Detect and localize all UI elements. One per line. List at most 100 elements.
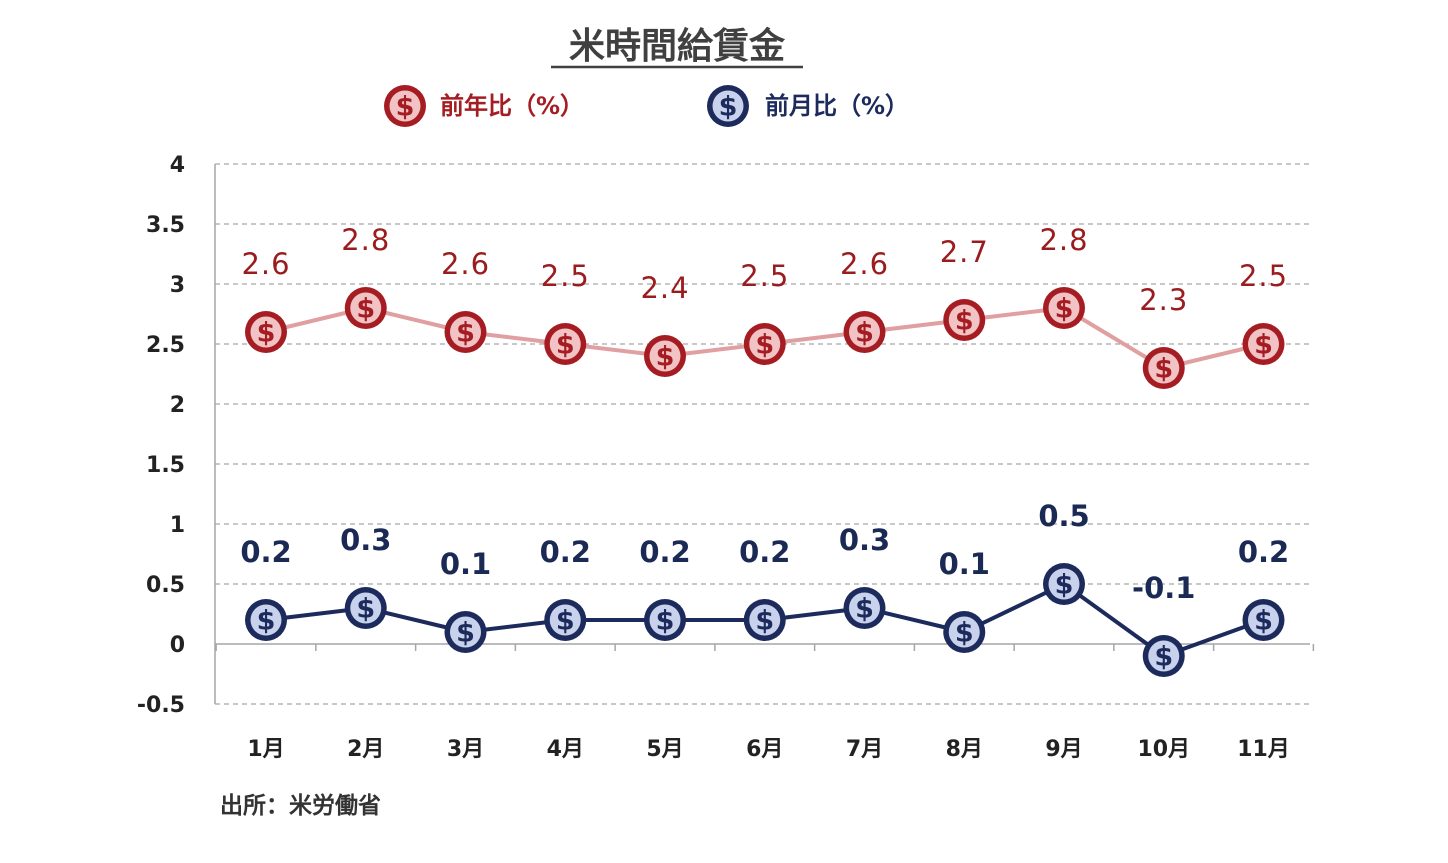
dollar-sign-glyph: $ [656,342,675,373]
dollar-sign-glyph: $ [556,606,575,637]
data-label-yoy: 2.5 [740,259,789,293]
mom-point-dollar-coin-icon: $ [743,599,786,641]
data-label-mom: -0.1 [1132,571,1195,605]
coin-face [649,340,681,372]
yoy-point-dollar-coin-icon: $ [1242,323,1285,365]
coin-face [649,604,681,636]
x-tick-label: 9月 [1045,737,1082,762]
chart-title: 米時間給賃金 [569,25,786,67]
yoy-point-dollar-coin-icon: $ [245,311,287,353]
coin-face [1248,328,1279,360]
data-label-yoy: 2.8 [1039,223,1088,257]
coin-face [1148,352,1180,384]
coin-face [1048,292,1080,324]
mom-point-dollar-coin-icon: $ [843,587,886,629]
coin-face [1148,640,1180,672]
data-label-yoy: 2.7 [940,235,989,269]
source-note: 出所：米労働省 [220,792,381,819]
data-label-mom: 0.2 [540,535,591,569]
coin-face [849,316,880,348]
coin-face [250,604,282,636]
dollar-sign-glyph: $ [755,330,774,361]
dollar-sign-glyph: $ [257,318,276,349]
data-label-mom: 0.3 [839,523,890,557]
coin-face [549,328,581,360]
coin-face [450,316,481,348]
yoy-point-dollar-coin-icon: $ [644,335,686,377]
data-label-yoy: 2.6 [241,247,290,281]
y-tick-label: 2.5 [146,333,185,358]
x-tick-label: 8月 [946,737,983,762]
mom-point-dollar-coin-icon: $ [644,599,686,641]
legend-item-yoy: $ 前年比（%） [384,85,584,127]
dollar-sign-glyph: $ [955,306,974,337]
x-tick-label: 10月 [1137,737,1190,762]
dollar-coin-icon: $ [707,85,749,127]
data-label-yoy: 2.5 [1239,259,1288,293]
data-label-mom: 0.3 [340,523,391,557]
data-label-mom: 0.2 [1238,535,1289,569]
y-tick-label: 3 [170,273,185,298]
data-label-mom: 0.5 [1038,499,1089,533]
dollar-sign-glyph: $ [855,594,874,625]
yoy-point-dollar-coin-icon: $ [544,323,587,365]
y-tick-label: 4 [170,153,185,178]
legend-label-yoy: 前年比（%） [440,92,584,120]
dollar-sign-glyph: $ [1254,606,1273,637]
coin-face [350,592,382,624]
dollar-sign-glyph: $ [656,606,675,637]
legend-item-mom: $ 前月比（%） [707,85,909,127]
y-axis: 4 3.5 3 2.5 2 1.5 1 0.5 0 -0.5 [137,153,216,718]
coin-face [250,316,282,348]
dollar-sign-glyph: $ [1055,570,1074,601]
coin-face [450,616,481,648]
data-label-mom: 0.1 [939,547,990,581]
yoy-point-dollar-coin-icon: $ [743,323,786,365]
coin-face [948,616,980,648]
dollar-sign-glyph: $ [1154,642,1173,673]
yoy-point-dollar-coin-icon: $ [1043,287,1085,329]
dollar-sign-glyph: $ [1254,330,1273,361]
yoy-point-dollar-coin-icon: $ [843,311,886,353]
x-tick-label: 6月 [746,737,783,762]
coin-face [749,604,781,636]
legend-dollar-coin: $ [707,85,749,127]
coin-face [549,604,581,636]
mom-point-dollar-coin-icon: $ [245,599,287,641]
data-label-yoy: 2.6 [840,247,889,281]
mom-point-dollar-coin-icon: $ [444,611,487,653]
mom-point-dollar-coin-icon: $ [1142,635,1185,677]
mom-point-dollar-coin-icon: $ [1043,563,1085,605]
y-tick-label: 2 [170,393,185,418]
yoy-point-dollar-coin-icon: $ [444,311,487,353]
legend-dollar-coin: $ [384,85,426,127]
data-label-mom: 0.2 [739,535,790,569]
coin-face [948,304,980,336]
dollar-sign-glyph: $ [356,294,375,325]
coin-face [712,90,744,122]
data-labels: 2.6 2.8 2.6 2.5 2.4 2.5 2.6 2.7 2.8 2.3 2.5 0.2 0.3 0… [240,223,1289,605]
dollar-sign-glyph: $ [855,318,874,349]
dollar-sign-glyph: $ [1055,294,1074,325]
mom-point-dollar-coin-icon: $ [344,587,387,629]
series: $ $ $ $ $ $ $ $ $ $ $ $ $ $ $ $ $ $ $ $ $ $ [245,287,1285,677]
x-tick-label: 4月 [547,737,584,762]
coin-face [749,328,781,360]
y-tick-label: 0 [170,633,185,658]
yoy-point-dollar-coin-icon: $ [1142,347,1185,389]
dollar-sign-glyph: $ [719,92,738,123]
legend: $ 前年比（%） $ 前月比（%） [384,85,909,127]
x-tick-label: 7月 [846,737,883,762]
y-tick-label: 1 [170,513,185,538]
y-tick-label: 0.5 [146,573,185,598]
data-label-mom: 0.1 [440,547,491,581]
mom-point-dollar-coin-icon: $ [943,611,986,653]
data-label-mom: 0.2 [240,535,291,569]
coin-face [389,90,421,122]
data-label-yoy: 2.4 [640,271,689,305]
coin-face [1248,604,1279,636]
coin-face [350,292,382,324]
dollar-sign-glyph: $ [356,594,375,625]
x-tick-label: 1月 [247,737,284,762]
